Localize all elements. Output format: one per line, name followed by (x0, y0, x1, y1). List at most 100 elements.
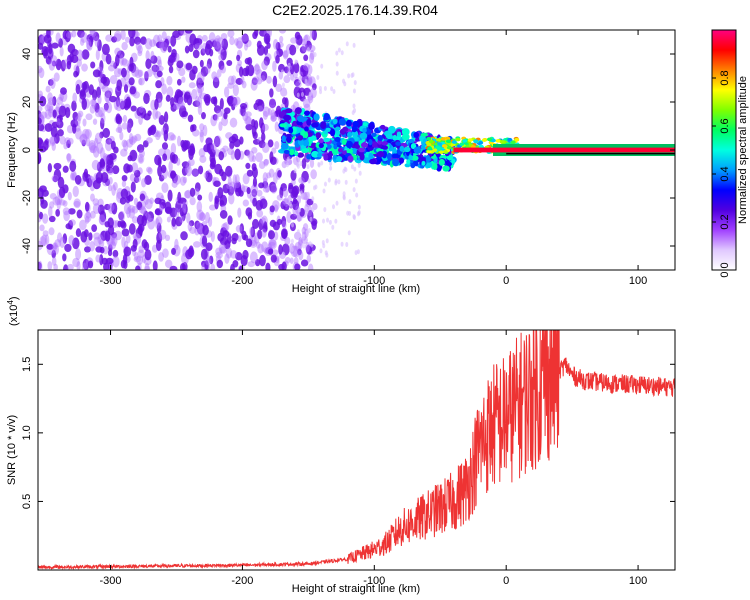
spectrogram-noise-cell (137, 249, 145, 259)
spectrogram-noise-cell (116, 79, 123, 92)
spectrogram-noise-cell (170, 134, 177, 141)
spectrogram-tail-cell (437, 142, 443, 146)
spectrogram-noise-cell (202, 124, 208, 137)
spectrogram-fringe-cell (323, 207, 327, 213)
colorbar-gradient (711, 29, 737, 271)
spectrogram-fringe-cell (331, 224, 335, 230)
snr-y-tick-label: 1.5 (21, 357, 33, 372)
spectrogram-fringe-cell (309, 216, 313, 222)
spectrogram-noise-cell (171, 217, 177, 227)
spectrogram-fringe-cell (323, 181, 327, 187)
spectrogram-noise-cell (185, 249, 193, 260)
spectrogram-noise-cell (71, 30, 77, 38)
spectrogram-noise-cell (147, 110, 152, 117)
spectrogram-noise-cell (234, 148, 241, 161)
spectrogram-noise-cell (179, 207, 185, 217)
spectrogram-noise-cell (263, 247, 269, 254)
spectrogram-transition-cell (283, 114, 292, 121)
spectrogram-noise-cell (277, 170, 282, 178)
spectrogram-noise-cell (189, 33, 197, 46)
spectrogram-fringe-cell (354, 250, 358, 256)
spectrogram-noise-cell (94, 102, 100, 113)
spectrogram-noise-cell (191, 168, 199, 177)
spectrogram-noise-cell (191, 88, 198, 100)
spectrogram-noise-cell (84, 215, 90, 224)
spectrogram-noise-cell (152, 107, 158, 120)
spectrogram-noise-cell (79, 219, 87, 231)
spectrogram-fringe-cell (334, 180, 338, 186)
spectrogram-noise-cell (156, 231, 163, 244)
spectrogram-transition-cell (303, 110, 310, 116)
spectrogram-transition-cell (420, 132, 429, 137)
spectrogram-noise-cell (133, 176, 140, 184)
spectrogram-transition-cell (360, 142, 369, 148)
spectrogram-noise-cell (125, 196, 131, 204)
spectrogram-noise-cell (242, 111, 249, 122)
spectrogram-noise-cell (234, 174, 240, 185)
spectrogram-noise-cell (144, 38, 153, 50)
spectrogram-fringe-cell (352, 215, 356, 221)
spectrogram-x-axis-label: Height of straight line (km) (292, 283, 420, 295)
spectrogram-noise-cell (112, 234, 118, 247)
spectrogram-noise-cell (68, 234, 75, 246)
spectrogram-noise-cell (51, 174, 59, 182)
spectrogram-noise-cell (170, 103, 177, 112)
spectrogram-noise-cell (245, 238, 253, 248)
spectrogram-noise-cell (70, 119, 79, 128)
spectrogram-noise-cell (88, 142, 96, 154)
spectrogram-noise-cell (235, 40, 243, 49)
spectrogram-noise-cell (243, 41, 249, 51)
spectrogram-transition-cell (301, 147, 310, 154)
spectrogram-transition-cell (351, 125, 358, 133)
spectrogram-noise-cell (117, 98, 125, 109)
spectrogram-noise-cell (56, 118, 61, 126)
spectrogram-noise-cell (268, 230, 275, 240)
spectrogram-noise-cell (158, 39, 165, 50)
spectrogram-noise-cell (128, 30, 136, 39)
spectrogram-noise-cell (38, 34, 45, 46)
spectrogram-noise-cell (309, 87, 317, 99)
spectrogram-tail-cell (462, 138, 468, 143)
spectrogram-fringe-cell (343, 81, 347, 87)
spectrogram-noise-cell (90, 145, 97, 154)
spectrogram-noise-cell (297, 239, 303, 250)
spectrogram-transition-cell (332, 154, 337, 160)
spectrogram-fringe-cell (322, 218, 326, 224)
spectrogram-noise-cell (136, 201, 143, 211)
spectrogram-noise-cell (261, 241, 269, 253)
spectrogram-noise-cell (104, 230, 111, 242)
spectrogram-noise-cell (66, 153, 72, 161)
spectrogram-noise-cell (89, 30, 97, 38)
spectrogram-tail-cell (445, 139, 451, 144)
spectrogram-transition-cell (341, 138, 347, 145)
spectrogram-noise-cell (77, 112, 82, 122)
spectrogram-noise-cell (261, 123, 269, 132)
spectrogram-noise-cell (133, 197, 139, 206)
spectrogram-noise-cell (237, 207, 242, 218)
spectrogram-noise-cell (157, 34, 163, 43)
spectrogram-tail-cell (459, 142, 465, 147)
spectrogram-noise-cell (109, 95, 117, 103)
spectrogram-fringe-cell (323, 85, 327, 91)
spectrogram-transition-cell (289, 148, 295, 156)
spectrogram-fringe-cell (347, 230, 351, 236)
spectrogram-noise-cell (63, 142, 68, 150)
spectrogram-noise-cell (137, 69, 144, 78)
spectrogram-noise-cell (77, 110, 84, 118)
spectrogram-noise-cell (222, 222, 230, 232)
spectrogram-noise-cell (42, 230, 49, 237)
spectrogram-noise-cell (240, 105, 246, 117)
spectrogram-noise-cell (72, 92, 78, 104)
spectrogram-noise-cell (146, 137, 153, 144)
spectrogram-noise-cell (229, 117, 238, 128)
spectrogram-fringe-cell (322, 243, 326, 249)
spectrogram-fringe-cell (291, 222, 295, 228)
spectrogram-x-tick-label: 0 (503, 275, 509, 287)
spectrogram-noise-cell (145, 50, 150, 61)
spectrogram-noise-cell (161, 83, 167, 95)
spectrogram-noise-cell (307, 263, 314, 270)
spectrogram-noise-cell (240, 34, 249, 42)
spectrogram-noise-cell (137, 45, 143, 54)
spectrogram-noise-cell (262, 172, 268, 183)
spectrogram-noise-cell (68, 137, 74, 145)
